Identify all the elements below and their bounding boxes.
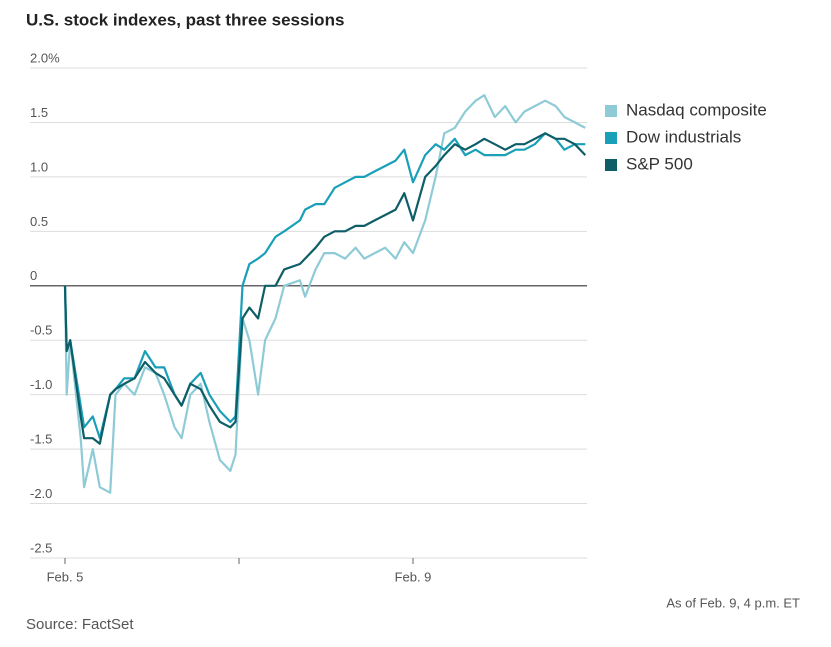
y-tick-label: -2.5 <box>30 540 52 555</box>
source: Source: FactSet <box>26 616 134 633</box>
x-tick-label: Feb. 5 <box>47 569 84 584</box>
y-tick-label: 1.5 <box>30 105 48 120</box>
note: As of Feb. 9, 4 p.m. ET <box>666 595 800 610</box>
y-tick-label: 0 <box>30 268 37 283</box>
line <box>63 132 587 445</box>
y-tick-label: 1.0 <box>30 159 48 174</box>
legend-swatch <box>605 159 617 171</box>
legend-label: S&P 500 <box>626 154 693 173</box>
legend-swatch <box>605 105 617 117</box>
line <box>63 132 586 440</box>
x-tick-label: Feb. 9 <box>395 569 432 584</box>
y-tick-label: 2.0% <box>30 50 60 65</box>
legend-label: Nasdaq composite <box>626 100 767 119</box>
y-tick-label: -2.0 <box>30 486 52 501</box>
y-tick-label: 0.5 <box>30 214 48 229</box>
chart-title: U.S. stock indexes, past three sessions <box>26 10 344 29</box>
legend-swatch <box>605 132 617 144</box>
y-tick-label: -1.0 <box>30 377 52 392</box>
legend-label: Dow industrials <box>626 127 741 146</box>
y-tick-label: -1.5 <box>30 432 52 447</box>
y-tick-label: -0.5 <box>30 323 52 338</box>
line <box>63 94 586 494</box>
